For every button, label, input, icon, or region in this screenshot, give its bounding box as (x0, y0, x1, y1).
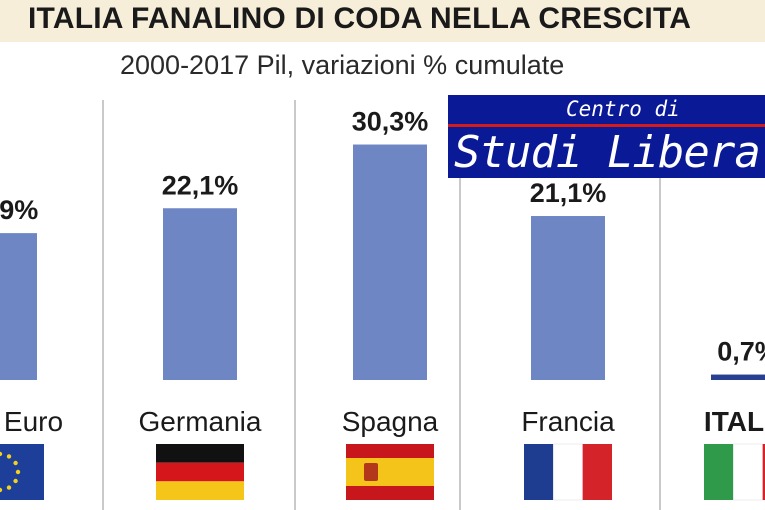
germany-flag-stripe (156, 481, 244, 500)
value-label: 30,3% (352, 107, 429, 137)
italy-flag-stripe (733, 443, 763, 501)
italy-flag-icon (704, 444, 734, 500)
bar-spagna (353, 144, 427, 380)
spain-flag-emblem (364, 463, 378, 481)
category-label: Germania (139, 406, 262, 437)
value-label: 0,7% (717, 337, 765, 367)
value-label: 22,1% (162, 170, 239, 200)
logo-red-line (448, 124, 765, 127)
category-label: Area Euro (0, 406, 63, 437)
italy-flag-stripe (762, 444, 765, 500)
france-flag-stripe (582, 444, 612, 500)
eu-flag-star (13, 460, 18, 466)
value-label: 21,1% (530, 178, 607, 208)
value-label: 18,9% (0, 195, 38, 225)
germany-flag-icon (156, 444, 244, 463)
category-label: Spagna (342, 406, 439, 437)
spain-flag-stripe (346, 458, 434, 486)
eu-flag-icon (0, 444, 44, 500)
chart-title: ITALIA FANALINO DI CODA NELLA CRESCITA (28, 2, 692, 35)
eu-flag-star (6, 454, 12, 459)
bar-italia (711, 374, 765, 380)
category-label: ITALIA (704, 406, 765, 437)
eu-flag-star (13, 478, 18, 484)
germany-flag-stripe (156, 462, 244, 482)
logo-main-text: Studi Liberali (454, 127, 765, 178)
eu-flag-star (6, 485, 12, 490)
category-label: Francia (521, 406, 615, 437)
title-band (0, 0, 765, 42)
logo-top-text: Centro di (566, 97, 680, 121)
france-flag-icon (524, 444, 554, 500)
france-flag-stripe (553, 443, 583, 501)
bar-francia (531, 216, 605, 380)
bar-germania (163, 208, 237, 380)
chart-subtitle: 2000-2017 Pil, variazioni % cumulate (120, 50, 565, 80)
eu-flag-star (0, 487, 3, 493)
bar-area-euro (0, 233, 37, 380)
centro-studi-liberali-logo: Centro di Studi Liberali (448, 95, 765, 178)
eu-flag-star (0, 451, 3, 457)
eu-flag-star (15, 469, 21, 475)
